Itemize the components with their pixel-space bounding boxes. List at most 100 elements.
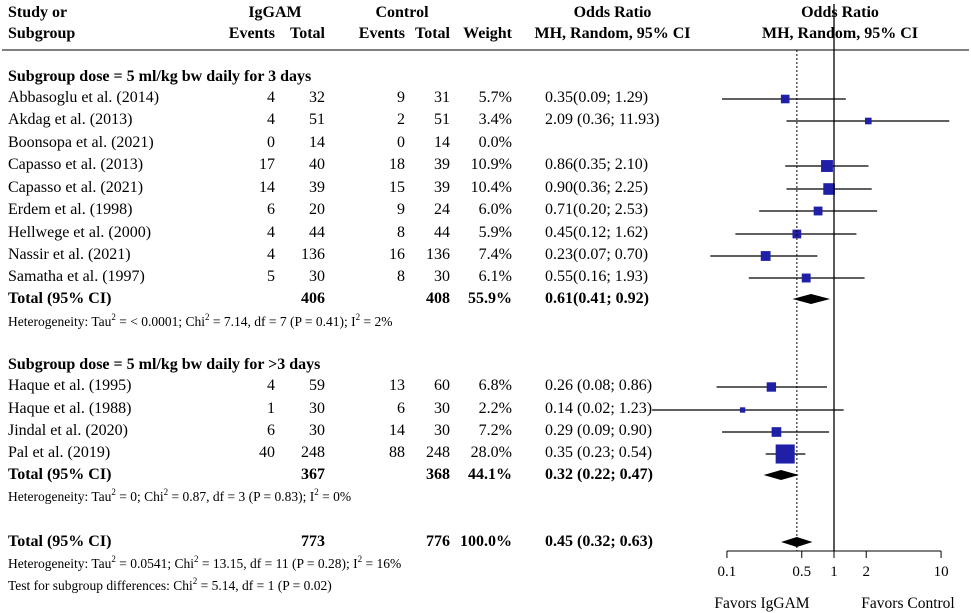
study-marker [823, 183, 835, 195]
plot-method: MH, Random, 95% CI [761, 25, 918, 42]
subgroup-total-control: 368 [426, 466, 450, 483]
igg-events: 40 [259, 444, 275, 461]
igg-total: 136 [301, 246, 325, 263]
study-weight: 6.1% [478, 268, 512, 285]
study-marker [760, 251, 771, 261]
subgroup-diamond [792, 294, 831, 304]
igg-events: 0 [267, 134, 275, 151]
study-marker [766, 382, 777, 392]
het-sup1: 2 [111, 311, 116, 322]
igg-total: 20 [309, 201, 325, 218]
igg-total: 30 [309, 268, 325, 285]
header-subgroup: Subgroup [8, 25, 76, 42]
het-sup3: 2 [314, 486, 319, 497]
het-sup3: 2 [357, 553, 363, 564]
control-total: 14 [434, 134, 450, 151]
study-marker [771, 427, 782, 437]
study-name: Capasso et al. (2013) [8, 156, 144, 173]
study-name: Pal et al. (2019) [8, 444, 111, 461]
study-name: Boonsopa et al. (2021) [8, 134, 154, 151]
overall-heterogeneity: Heterogeneity: Tau2 = 0.0541; Chi2 = 13.… [8, 553, 402, 573]
igg-events: 17 [259, 156, 275, 173]
igg-events: 6 [267, 201, 275, 218]
study-weight: 28.0% [470, 444, 512, 461]
study-marker [813, 206, 823, 216]
study-or-ci: 0.45(0.12; 1.62) [545, 224, 649, 241]
het-pre: Heterogeneity: Tau [8, 314, 112, 329]
subgroup-diamond [763, 470, 799, 480]
het-sup2: 2 [205, 311, 210, 322]
igg-total: 14 [309, 134, 325, 151]
study-or-ci: 0.29 (0.09; 0.90) [545, 422, 653, 439]
header-control: Control [375, 4, 429, 21]
control-events: 88 [389, 444, 405, 461]
study-or-ci: 0.26 (0.08; 0.86) [545, 377, 653, 394]
control-total: 30 [434, 268, 450, 285]
subgroup-title: Subgroup dose = 5 ml/kg bw daily for >3 … [8, 356, 321, 373]
study-marker [739, 407, 746, 413]
control-total: 60 [434, 377, 450, 394]
het-pre: Heterogeneity: Tau [8, 556, 112, 571]
control-events: 9 [397, 89, 405, 106]
control-events: 13 [389, 377, 405, 394]
study-name: Hellwege et al. (2000) [8, 224, 152, 241]
het-pre: Test for subgroup differences: Chi [8, 578, 193, 593]
het-mid2: = 0.87, df = 3 (P = 0.83); I [168, 489, 315, 504]
study-weight: 6.0% [478, 201, 512, 218]
igg-total: 51 [309, 111, 325, 128]
control-total: 248 [426, 444, 450, 461]
study-name: Haque et al. (1988) [8, 400, 132, 417]
igg-total: 39 [309, 179, 325, 196]
het-post: = 16% [362, 556, 402, 571]
control-events: 2 [397, 111, 405, 128]
igg-events: 4 [267, 224, 275, 241]
favors-igg-label: Favors IgGAM [714, 595, 809, 612]
subgroup-total-igg: 367 [301, 466, 325, 483]
igg-total: 248 [301, 444, 325, 461]
het-mid2: = 13.15, df = 11 (P = 0.28); I [198, 556, 358, 571]
subgroup-differences-test: Test for subgroup differences: Chi2 = 5.… [8, 576, 332, 595]
study-weight: 7.2% [478, 422, 512, 439]
study-weight: 7.4% [478, 246, 512, 263]
study-weight: 6.8% [478, 377, 512, 394]
igg-events: 4 [267, 89, 275, 106]
study-name: Jindal et al. (2020) [8, 422, 128, 439]
subgroup-title: Subgroup dose = 5 ml/kg bw daily for 3 d… [8, 68, 312, 85]
subgroup-total-weight: 55.9% [468, 290, 512, 307]
het-mid1: = 0.0541; Chi [115, 556, 195, 571]
study-or-ci: 0.14 (0.02; 1.23) [545, 400, 653, 417]
study-name: Abbasoglu et al. (2014) [8, 89, 160, 106]
control-events: 16 [389, 246, 405, 263]
subgroup-heterogeneity: Heterogeneity: Tau2 = 0; Chi2 = 0.87, df… [8, 486, 351, 506]
control-events: 8 [397, 268, 405, 285]
header-events-igg: Events [228, 25, 275, 42]
het-sup1: 2 [111, 486, 116, 497]
study-weight: 5.7% [478, 89, 512, 106]
igg-total: 59 [309, 377, 325, 394]
study-name: Samatha et al. (1997) [8, 268, 145, 285]
subgroup-total-or: 0.61(0.41; 0.92) [545, 290, 649, 307]
control-total: 31 [434, 89, 450, 106]
x-tick-label: 0.1 [718, 564, 737, 580]
study-or-ci: 0.35 (0.23; 0.54) [545, 444, 653, 461]
study-marker [821, 160, 833, 172]
igg-total: 30 [309, 422, 325, 439]
het-pre: Heterogeneity: Tau [8, 489, 112, 504]
header-or-title: Odds Ratio [573, 4, 652, 21]
study-marker [864, 117, 872, 125]
header-total-igg: Total [290, 25, 325, 42]
header-study: Study or [8, 4, 68, 21]
igg-total: 30 [309, 400, 325, 417]
overall-total-igg: 773 [301, 533, 325, 550]
control-total: 51 [434, 111, 450, 128]
study-marker [801, 273, 811, 283]
overall-total-label: Total (95% CI) [8, 533, 112, 550]
study-name: Haque et al. (1995) [8, 377, 132, 394]
header-or-method: MH, Random, 95% CI [534, 25, 691, 42]
study-weight: 2.2% [478, 400, 512, 417]
het-mid1: = 0; Chi [115, 489, 164, 504]
igg-events: 1 [267, 400, 275, 417]
control-total: 39 [434, 179, 450, 196]
subgroup-total-weight: 44.1% [468, 466, 512, 483]
study-weight: 10.4% [470, 179, 512, 196]
